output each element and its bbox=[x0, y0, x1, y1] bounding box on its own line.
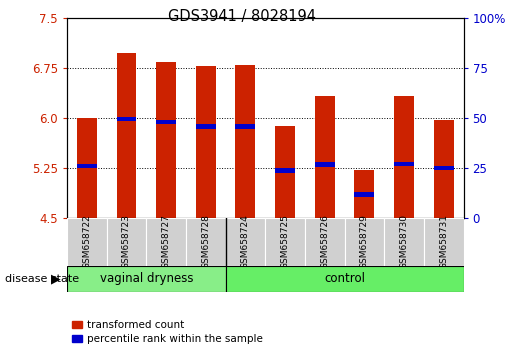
Bar bbox=[315, 162, 335, 167]
Bar bbox=[434, 120, 454, 218]
Bar bbox=[315, 96, 335, 218]
Text: vaginal dryness: vaginal dryness bbox=[99, 272, 193, 285]
Bar bbox=[226, 266, 464, 292]
Text: control: control bbox=[324, 272, 365, 285]
Bar bbox=[235, 124, 255, 129]
Text: ▶: ▶ bbox=[51, 272, 61, 285]
Text: GSM658726: GSM658726 bbox=[320, 214, 329, 269]
Bar bbox=[146, 218, 186, 266]
Text: GSM658728: GSM658728 bbox=[201, 214, 210, 269]
Text: GSM658730: GSM658730 bbox=[400, 214, 408, 269]
Legend: transformed count, percentile rank within the sample: transformed count, percentile rank withi… bbox=[72, 320, 263, 344]
Bar bbox=[434, 166, 454, 170]
Bar bbox=[156, 62, 176, 218]
Bar bbox=[354, 170, 374, 218]
Bar bbox=[67, 218, 107, 266]
Text: GSM658725: GSM658725 bbox=[281, 214, 289, 269]
Bar bbox=[345, 218, 384, 266]
Bar bbox=[275, 168, 295, 172]
Bar bbox=[354, 192, 374, 196]
Bar bbox=[77, 118, 97, 218]
Bar bbox=[275, 126, 295, 218]
Bar bbox=[116, 53, 136, 218]
Bar bbox=[235, 65, 255, 218]
Bar bbox=[67, 266, 226, 292]
Bar bbox=[394, 161, 414, 166]
Bar bbox=[116, 117, 136, 121]
Text: GDS3941 / 8028194: GDS3941 / 8028194 bbox=[168, 9, 316, 24]
Text: disease state: disease state bbox=[5, 274, 79, 284]
Bar bbox=[384, 218, 424, 266]
Bar bbox=[77, 164, 97, 168]
Bar bbox=[156, 120, 176, 124]
Text: GSM658727: GSM658727 bbox=[162, 214, 170, 269]
Text: GSM658724: GSM658724 bbox=[241, 214, 250, 269]
Text: GSM658731: GSM658731 bbox=[439, 214, 448, 269]
Bar bbox=[394, 96, 414, 218]
Text: GSM658722: GSM658722 bbox=[82, 214, 91, 269]
Bar bbox=[424, 218, 464, 266]
Bar bbox=[265, 218, 305, 266]
Bar bbox=[107, 218, 146, 266]
Text: GSM658729: GSM658729 bbox=[360, 214, 369, 269]
Bar bbox=[196, 66, 216, 218]
Bar bbox=[196, 124, 216, 129]
Text: GSM658723: GSM658723 bbox=[122, 214, 131, 269]
Bar bbox=[305, 218, 345, 266]
Bar bbox=[226, 218, 265, 266]
Bar bbox=[186, 218, 226, 266]
